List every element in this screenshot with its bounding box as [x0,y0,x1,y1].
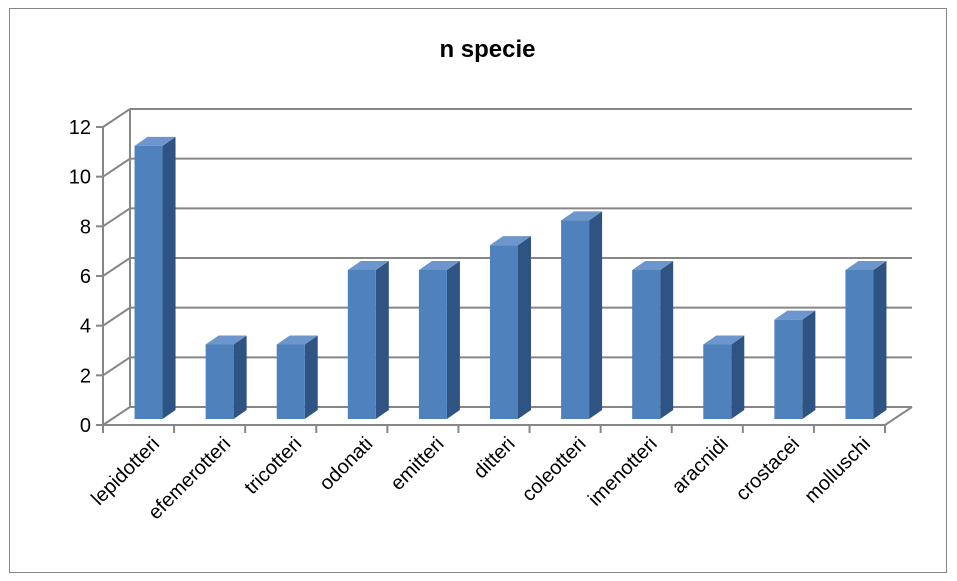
bar-side [802,310,816,419]
bar-side [375,261,389,419]
floor-right-edge [884,406,913,426]
y-tick-label: 6 [80,266,91,288]
x-tick-label: ditteri [469,433,519,483]
gridline-depth [102,406,131,426]
bar-top [205,335,247,345]
bar-top [276,335,318,345]
y-tick-label: 8 [80,216,91,238]
x-tick-label: coleotteri [518,433,591,506]
gridline-depth [102,257,131,277]
bar-top [490,236,531,246]
x-tick-label: odonati [315,433,377,495]
bar [418,270,447,419]
bar-top [845,261,887,270]
bar [774,319,803,419]
bar-side [304,335,318,419]
bar-top [134,136,176,146]
x-tick-label: lepidotteri [87,433,164,510]
gridline-depth [102,356,131,377]
y-tick-label: 4 [80,316,91,338]
bar [205,344,234,419]
bar-top [561,211,603,221]
gridline-depth [102,207,131,228]
bar-side [873,261,887,419]
bar-top [774,310,816,320]
x-tick-label: aracnidi [668,433,733,498]
bar-side [162,136,176,420]
y-tick-label: 2 [80,365,91,387]
x-tick-label: emitteri [387,433,449,495]
gridline-depth [102,306,131,327]
gridline-depth [102,157,131,178]
bar [134,145,163,420]
bar [276,344,305,419]
bar-side [233,335,247,419]
y-tick-label: 10 [69,167,91,189]
gridline-depth [102,108,131,128]
bar [490,245,518,419]
bar-top [418,261,460,270]
bar-top [347,261,389,270]
y-tick-label: 0 [80,415,91,437]
bar [632,270,661,419]
bar-side [589,211,603,419]
bar [561,220,590,419]
bar-side [660,261,674,419]
bar-top [703,335,745,345]
bar-top [632,261,674,270]
y-tick-label: 12 [69,117,91,139]
bar [703,344,732,419]
x-tick-label: crostacei [732,433,804,505]
bar [347,270,376,419]
bar-side [518,236,531,419]
bar [845,270,874,419]
x-tick-label: imenotteri [584,433,662,511]
x-tick-label: tricotteri [240,433,306,499]
bar-side [446,261,460,419]
chart-title: n specie [439,36,536,63]
x-tick-label: molluschi [800,433,875,508]
bar-side [731,335,745,419]
